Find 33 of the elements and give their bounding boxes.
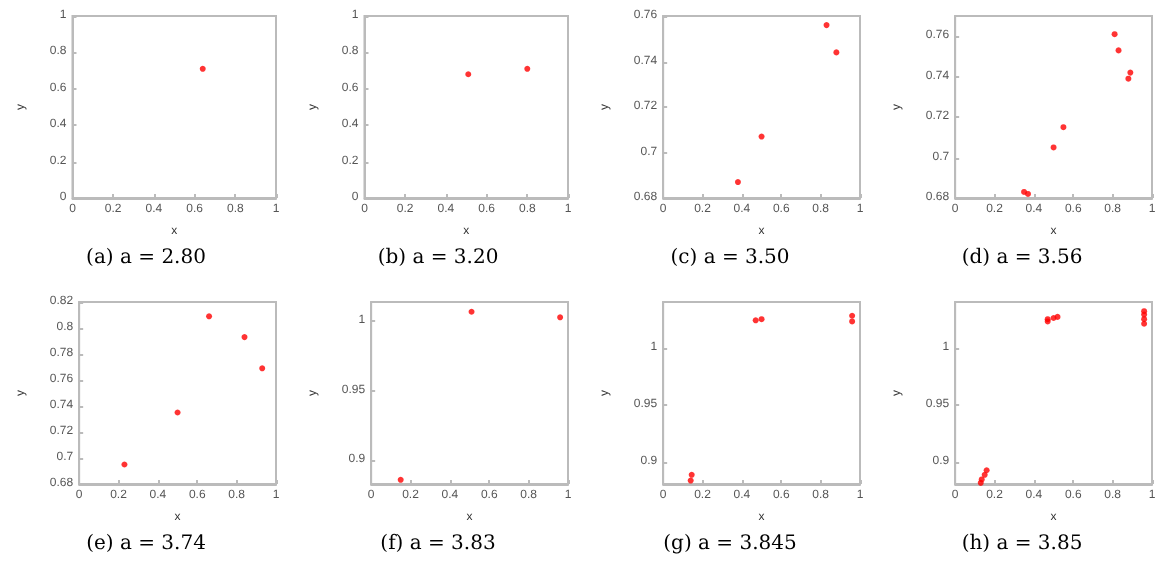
text: (b) a = 3.20	[377, 247, 499, 269]
point	[752, 316, 759, 323]
point	[823, 22, 830, 29]
point	[397, 475, 404, 482]
point	[734, 179, 741, 186]
point	[121, 460, 128, 467]
text: (g) a = 3.845	[663, 532, 797, 554]
point	[983, 466, 990, 473]
text: (h) a = 3.85	[961, 532, 1083, 554]
point	[758, 315, 765, 322]
point	[688, 470, 695, 477]
point	[468, 307, 475, 314]
point	[1115, 47, 1122, 54]
point	[206, 312, 213, 319]
text: (f) a = 3.83	[380, 532, 496, 554]
point	[1127, 69, 1134, 76]
point	[758, 133, 765, 140]
text: (d) a = 3.56	[961, 247, 1083, 269]
point	[981, 470, 988, 477]
point	[557, 313, 564, 320]
point	[1111, 31, 1118, 38]
point	[849, 317, 856, 324]
point	[849, 311, 856, 318]
point	[1050, 144, 1057, 151]
point	[174, 408, 181, 415]
text: (a) a = 2.80	[86, 247, 206, 269]
text: (e) a = 3.74	[86, 532, 206, 554]
point	[241, 333, 248, 340]
point	[259, 364, 266, 371]
point	[833, 49, 840, 56]
point	[1125, 75, 1132, 82]
point	[1060, 124, 1067, 131]
text: (c) a = 3.50	[670, 247, 790, 269]
